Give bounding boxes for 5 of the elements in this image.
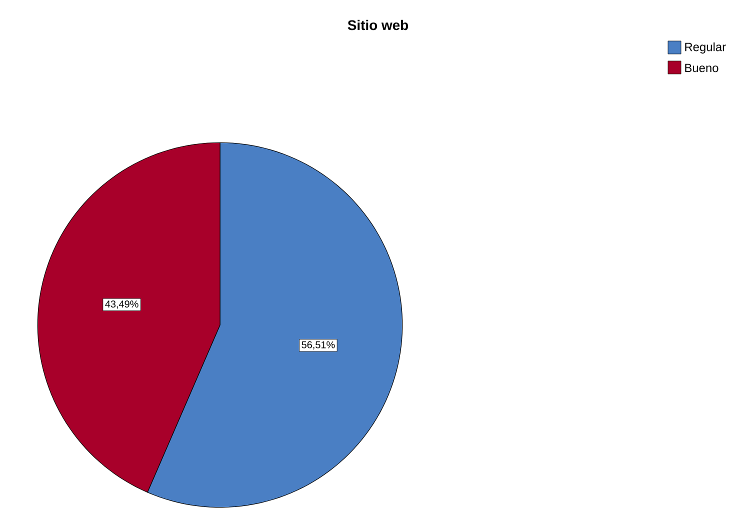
legend-label: Regular (685, 42, 726, 54)
data-label: 43,49% (105, 300, 138, 309)
legend-label: Bueno (685, 64, 718, 72)
data-label: 56,51% (302, 341, 335, 350)
chart-title: Sitio web (348, 20, 408, 30)
